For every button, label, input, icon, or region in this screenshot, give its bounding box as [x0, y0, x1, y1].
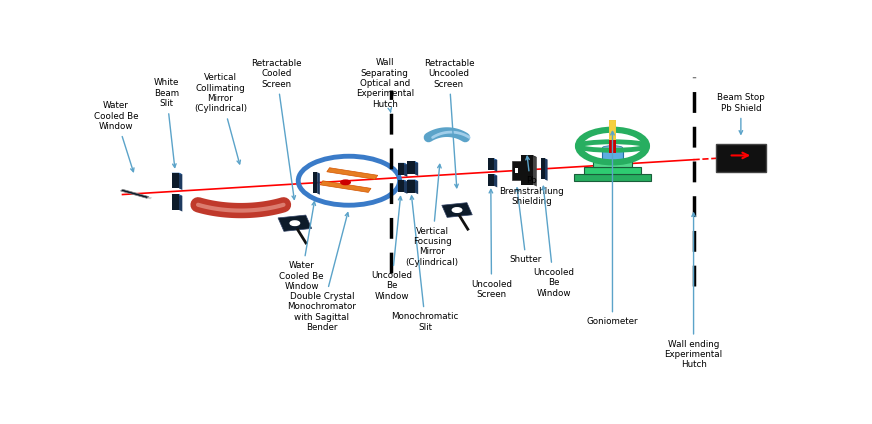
Text: Water
Cooled Be
Window: Water Cooled Be Window — [279, 202, 324, 291]
Text: Retractable
Uncooled
Screen: Retractable Uncooled Screen — [424, 59, 474, 188]
Text: Beam Stop
Pb Shield: Beam Stop Pb Shield — [717, 93, 765, 134]
Polygon shape — [317, 172, 320, 195]
Polygon shape — [415, 179, 419, 194]
Bar — [172, 194, 179, 210]
Bar — [574, 174, 651, 181]
Text: Retractable
Cooled
Screen: Retractable Cooled Screen — [251, 59, 302, 199]
Circle shape — [290, 221, 300, 226]
Polygon shape — [494, 174, 497, 187]
Polygon shape — [124, 190, 153, 199]
Text: Goniometer: Goniometer — [587, 131, 638, 326]
Bar — [172, 173, 179, 188]
Text: Vertical
Focusing
Mirror
(Cylindrical): Vertical Focusing Mirror (Cylindrical) — [405, 165, 459, 267]
Bar — [313, 172, 317, 193]
Text: Uncooled
Be
Window: Uncooled Be Window — [371, 197, 412, 301]
Polygon shape — [442, 203, 473, 218]
Polygon shape — [487, 174, 497, 176]
Bar — [398, 163, 404, 175]
Polygon shape — [172, 173, 182, 174]
Text: Uncooled
Screen: Uncooled Screen — [471, 190, 512, 299]
Bar — [716, 144, 766, 172]
Polygon shape — [327, 168, 378, 179]
Bar — [583, 167, 641, 174]
Bar — [513, 161, 521, 180]
Polygon shape — [179, 194, 182, 212]
Polygon shape — [521, 155, 537, 157]
Text: Water
Cooled Be
Window: Water Cooled Be Window — [93, 101, 138, 172]
Polygon shape — [398, 180, 407, 181]
Bar — [603, 148, 623, 161]
Polygon shape — [407, 179, 419, 181]
Bar — [593, 161, 632, 167]
Text: Shutter: Shutter — [510, 188, 542, 264]
Bar — [515, 168, 517, 173]
Polygon shape — [533, 155, 537, 187]
Text: Wall
Separating
Optical and
Experimental
Hutch: Wall Separating Optical and Experimental… — [356, 58, 414, 112]
Bar — [541, 158, 545, 179]
Circle shape — [341, 180, 351, 184]
Polygon shape — [120, 189, 149, 198]
Bar — [407, 161, 415, 174]
Polygon shape — [404, 180, 407, 194]
Polygon shape — [494, 158, 497, 172]
Ellipse shape — [603, 146, 623, 150]
Polygon shape — [398, 163, 407, 165]
Bar — [487, 158, 494, 170]
Polygon shape — [487, 158, 497, 160]
Text: Vertical
Collimating
Mirror
(Cylindrical): Vertical Collimating Mirror (Cylindrical… — [194, 73, 247, 164]
Text: White
Beam
Slit: White Beam Slit — [153, 78, 179, 167]
Polygon shape — [404, 163, 407, 177]
Polygon shape — [278, 215, 311, 232]
Circle shape — [453, 208, 462, 212]
Bar — [398, 180, 404, 192]
Polygon shape — [415, 161, 419, 176]
Bar — [521, 155, 533, 184]
Polygon shape — [172, 194, 182, 196]
Polygon shape — [320, 181, 371, 192]
Text: Wall ending
Experimental
Hutch: Wall ending Experimental Hutch — [664, 213, 723, 369]
Polygon shape — [545, 158, 548, 181]
Polygon shape — [407, 161, 419, 163]
Polygon shape — [179, 173, 182, 190]
Bar — [407, 179, 415, 192]
Text: Double Crystal
Monochromator
with Sagittal
Bender: Double Crystal Monochromator with Sagitt… — [288, 213, 357, 332]
Text: Uncooled
Be
Window: Uncooled Be Window — [533, 186, 574, 298]
Text: Pb
Bremstrahlung
Shielding: Pb Bremstrahlung Shielding — [499, 156, 564, 206]
Bar — [487, 174, 494, 186]
Text: Monochromatic
Slit: Monochromatic Slit — [392, 196, 459, 332]
